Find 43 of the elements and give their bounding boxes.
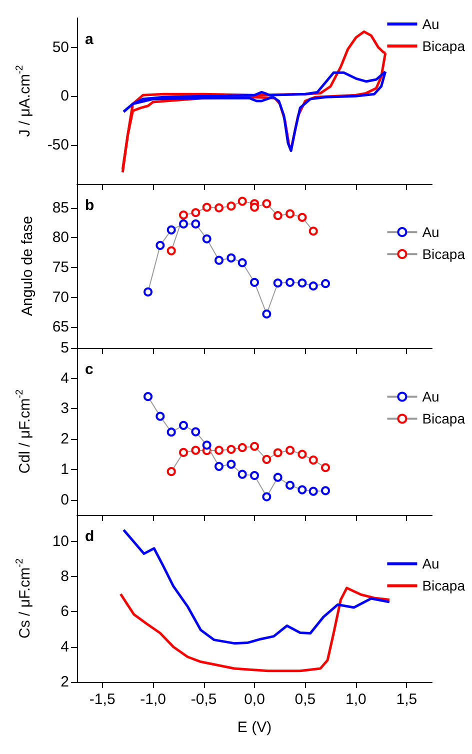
annotation: a xyxy=(85,31,94,48)
y-tick-label: 1 xyxy=(60,460,69,478)
y-tick-label: 70 xyxy=(52,288,69,306)
y-tick-label: 0 xyxy=(60,491,69,508)
x-tick-label: 1,5 xyxy=(396,691,418,708)
legend-label: Bicapa xyxy=(422,246,466,262)
legend-label: Au xyxy=(422,388,440,405)
y-axis-title: Cs / μF.cm-2 xyxy=(14,558,34,639)
x-tick-label: -0,5 xyxy=(190,691,217,708)
y-tick-label: 80 xyxy=(52,229,69,246)
y-tick-label: 85 xyxy=(52,199,69,216)
y-tick-label: 4 xyxy=(60,638,69,656)
y-tick-label: 75 xyxy=(52,258,69,276)
y-axis-title: Angulo de fase xyxy=(19,216,36,316)
x-tick-label: 0,5 xyxy=(294,691,316,708)
y-tick-label: 0 xyxy=(60,88,69,105)
y-tick-label: 3 xyxy=(60,400,69,418)
annotation: d xyxy=(85,528,94,545)
y-tick-label: 6 xyxy=(60,603,69,620)
y-tick-label: 10 xyxy=(52,532,69,550)
y-tick-label: 2 xyxy=(60,674,69,690)
x-axis-title: E (V) xyxy=(237,719,272,736)
legend-label: Au xyxy=(422,224,440,240)
y-tick-label: 2 xyxy=(60,430,69,448)
legend-label: Bicapa xyxy=(422,410,466,427)
y-tick-label: 65 xyxy=(52,318,69,336)
annotation: c xyxy=(85,361,94,378)
legend-label: Au xyxy=(422,556,440,572)
legend-label: Bicapa xyxy=(422,578,466,594)
y-tick-label: 8 xyxy=(60,568,69,586)
x-tick-label: 0,0 xyxy=(244,691,265,708)
x-tick-label: 1,0 xyxy=(346,691,366,708)
y-axis-title: Cdl / μF.cm-2 xyxy=(14,388,34,474)
x-tick-label: -1,5 xyxy=(89,691,116,708)
legend-label: Bicapa xyxy=(422,38,466,54)
y-tick-label: 50 xyxy=(52,38,69,56)
x-tick-label: -1,0 xyxy=(140,691,166,708)
y-tick-label: 4 xyxy=(60,370,69,387)
legend-label: Au xyxy=(422,16,440,32)
y-tick-label: 5 xyxy=(60,340,69,356)
annotation: b xyxy=(85,197,94,214)
y-axis-title: J / μA.cm-2 xyxy=(14,64,34,137)
y-tick-label: -50 xyxy=(47,136,69,154)
